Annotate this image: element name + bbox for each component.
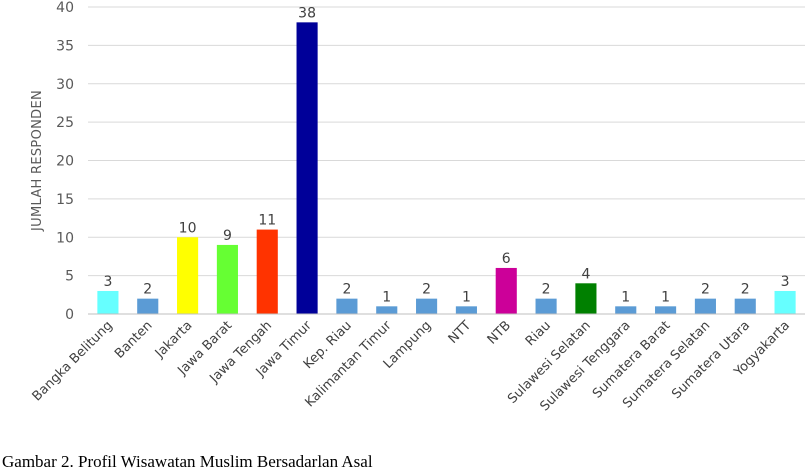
bars [97, 22, 796, 314]
y-tick-label: 30 [56, 77, 74, 93]
bar [774, 290, 796, 314]
y-tick-label: 0 [65, 307, 74, 323]
bar [97, 290, 119, 314]
data-label: 1 [621, 289, 630, 305]
data-label: 2 [342, 282, 351, 298]
data-label: 6 [502, 251, 511, 267]
data-label: 3 [103, 274, 112, 290]
data-label: 2 [143, 282, 152, 298]
data-label: 38 [298, 5, 316, 21]
x-category-label: NTT [446, 318, 475, 347]
bar [575, 283, 597, 314]
gridlines [88, 6, 805, 277]
x-category-label: Bangka Belitung [30, 318, 116, 404]
bar [256, 229, 278, 314]
bar [615, 306, 637, 314]
x-category-label: Banten [112, 318, 155, 361]
y-tick-label: 20 [56, 154, 74, 170]
bar [416, 298, 438, 314]
bar [216, 244, 238, 314]
bar [455, 306, 477, 314]
data-label: 2 [422, 282, 431, 298]
bar [296, 22, 318, 314]
y-axis-label: JUMLAH RESPONDEN [30, 90, 45, 232]
y-tick-label: 35 [56, 38, 74, 54]
x-category-label: Riau [523, 318, 554, 349]
bar [535, 298, 557, 314]
y-tick-label: 10 [56, 230, 74, 246]
y-axis-ticks: 0 5 10 15 20 25 30 35 40 [56, 0, 74, 323]
bar [495, 267, 517, 314]
y-tick-label: 40 [56, 0, 74, 16]
figure-caption: Gambar 2. Profil Wisawatan Muslim Bersad… [2, 452, 373, 471]
data-label: 2 [542, 282, 551, 298]
data-label: 11 [258, 213, 276, 229]
y-tick-label: 15 [56, 192, 74, 208]
bar [336, 298, 358, 314]
data-label: 1 [382, 289, 391, 305]
data-label: 3 [781, 274, 790, 290]
data-label: 2 [701, 282, 710, 298]
data-label: 10 [179, 220, 197, 236]
data-label: 1 [661, 289, 670, 305]
bar [694, 298, 716, 314]
bar [734, 298, 756, 314]
bar [655, 306, 677, 314]
bar [376, 306, 398, 314]
data-label: 4 [581, 266, 590, 282]
data-label: 1 [462, 289, 471, 305]
data-label: 9 [223, 228, 232, 244]
y-tick-label: 25 [56, 115, 74, 131]
y-tick-label: 5 [65, 269, 74, 285]
x-category-label: NTB [485, 318, 514, 347]
bar [177, 237, 199, 314]
bar [137, 298, 159, 314]
data-label: 2 [741, 282, 750, 298]
